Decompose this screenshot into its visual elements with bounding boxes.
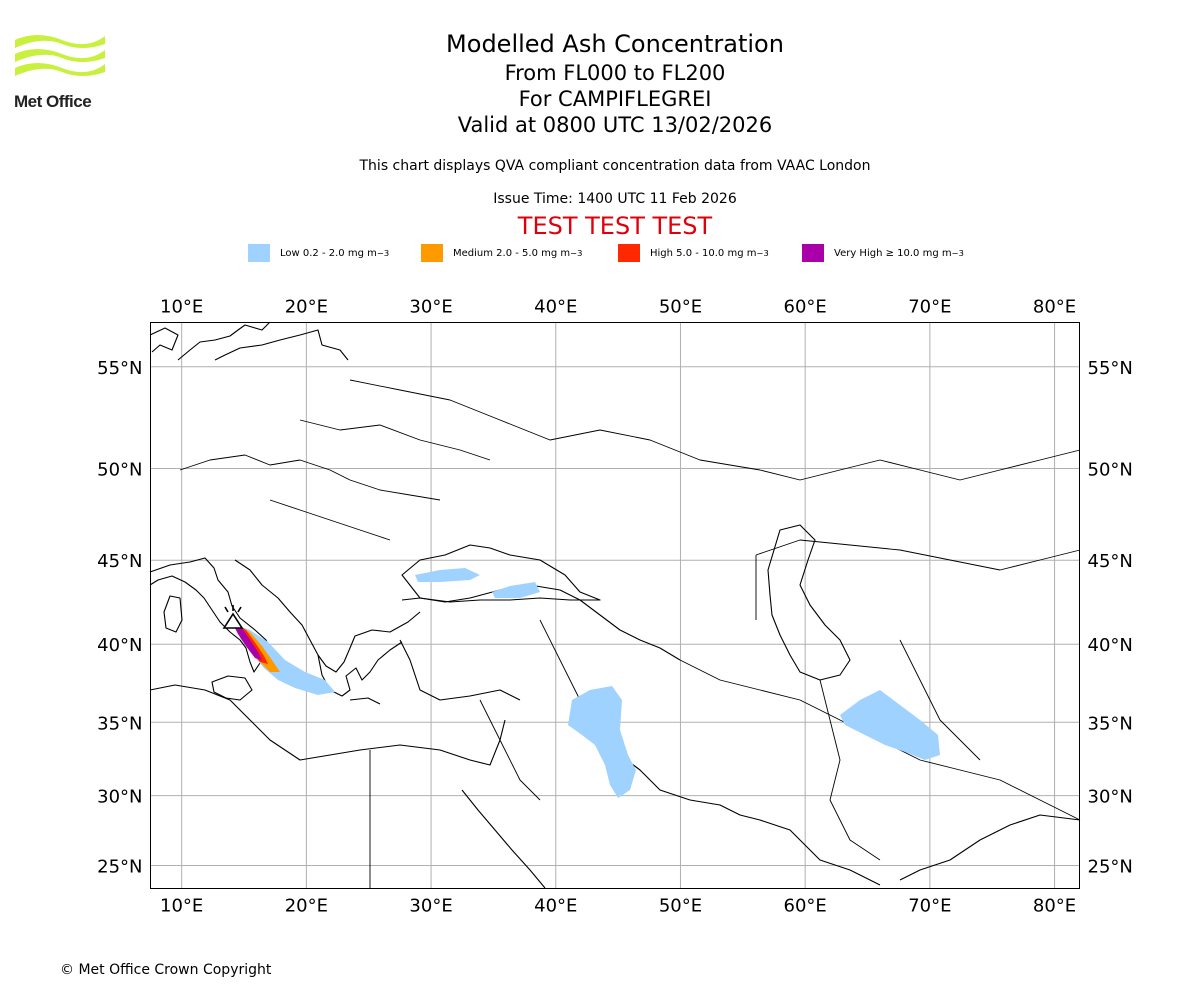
coastline-persian-gulf bbox=[619, 754, 881, 886]
lon-tick-top-80: 80°E bbox=[1033, 297, 1076, 318]
lon-tick-bottom-70: 70°E bbox=[908, 896, 951, 917]
lat-tick-right-55: 55°N bbox=[1088, 358, 1133, 379]
coastline-greece bbox=[317, 641, 403, 705]
coastline-sardinia bbox=[163, 595, 183, 633]
coastline-turkey bbox=[399, 584, 681, 701]
lat-tick-left-45: 45°N bbox=[97, 551, 142, 572]
legend-swatch-high bbox=[618, 244, 640, 262]
coastline-caspian bbox=[767, 524, 851, 681]
lat-tick-left-30: 30°N bbox=[97, 787, 142, 808]
lon-tick-bottom-30: 30°E bbox=[409, 896, 452, 917]
ash-plumes bbox=[232, 568, 940, 798]
lat-tick-right-50: 50°N bbox=[1088, 460, 1133, 481]
lat-tick-left-35: 35°N bbox=[97, 713, 142, 734]
coastline-northern-europe bbox=[149, 321, 271, 361]
legend-label-low: Low 0.2 - 2.0 mg m bbox=[280, 247, 377, 259]
legend-unit-exp: −3 bbox=[951, 248, 964, 258]
legend-swatch-very-high bbox=[802, 244, 824, 262]
border-lines bbox=[179, 379, 1081, 888]
lat-tick-left-40: 40°N bbox=[97, 635, 142, 656]
lat-tick-right-30: 30°N bbox=[1088, 787, 1133, 808]
legend-label-very-high: Very High ≥ 10.0 mg m bbox=[834, 247, 952, 259]
coastline-north-africa bbox=[149, 684, 506, 766]
qva-note: This chart displays QVA compliant concen… bbox=[359, 158, 871, 174]
lat-tick-left-55: 55°N bbox=[97, 358, 142, 379]
test-banner: TEST TEST TEST bbox=[517, 212, 713, 240]
ash-very-high-italy bbox=[232, 622, 262, 660]
coastlines-borders bbox=[149, 321, 1081, 889]
subtitle-levels: From FL000 to FL200 bbox=[504, 61, 726, 85]
logo-text: Met Office bbox=[14, 92, 92, 111]
coastline-sicily bbox=[211, 675, 253, 701]
issue-time: Issue Time: 1400 UTC 11 Feb 2026 bbox=[493, 191, 737, 207]
ash-high-italy bbox=[234, 622, 268, 664]
lon-tick-bottom-40: 40°E bbox=[534, 896, 577, 917]
volcano-icon bbox=[222, 605, 244, 629]
ash-low-black-sea bbox=[415, 568, 480, 582]
lon-tick-top-30: 30°E bbox=[409, 297, 452, 318]
coastline-baltic bbox=[214, 329, 349, 361]
title-block: Modelled Ash Concentration From FL000 to… bbox=[0, 28, 1200, 138]
legend-unit-exp: −3 bbox=[570, 248, 583, 258]
lon-tick-top-50: 50°E bbox=[659, 297, 702, 318]
legend-swatch-low bbox=[248, 244, 270, 262]
coastline-balkans bbox=[234, 559, 421, 673]
lat-tick-right-25: 25°N bbox=[1088, 856, 1133, 877]
legend-item-medium: Medium 2.0 - 5.0 mg m −3 bbox=[421, 243, 582, 263]
coastline-italy bbox=[149, 557, 273, 673]
ash-medium-italy bbox=[236, 624, 280, 672]
lon-tick-top-10: 10°E bbox=[160, 297, 203, 318]
subtitle-valid: Valid at 0800 UTC 13/02/2026 bbox=[457, 113, 773, 137]
legend-item-high: High 5.0 - 10.0 mg m −3 bbox=[618, 243, 769, 263]
lon-tick-top-40: 40°E bbox=[534, 297, 577, 318]
legend-swatch-medium bbox=[421, 244, 443, 262]
map-gridlines bbox=[150, 322, 1080, 889]
lon-tick-top-70: 70°E bbox=[908, 297, 951, 318]
legend-unit-exp: −3 bbox=[376, 248, 390, 258]
lon-tick-bottom-50: 50°E bbox=[659, 896, 702, 917]
ash-low-iraq bbox=[568, 686, 636, 798]
lon-tick-bottom-80: 80°E bbox=[1033, 896, 1076, 917]
ash-low-italy bbox=[236, 625, 335, 695]
legend-item-very-high: Very High ≥ 10.0 mg m −3 bbox=[802, 243, 964, 263]
map-frame bbox=[150, 322, 1080, 889]
ash-low-afghanistan bbox=[840, 690, 940, 760]
axis-ticks: 10°E 10°E 20°E 20°E 30°E 30°E 40°E 40°E 50°E 50°E… bbox=[97, 297, 1133, 917]
legend-label-high: High 5.0 - 10.0 mg m bbox=[650, 247, 757, 259]
lon-tick-bottom-10: 10°E bbox=[160, 896, 203, 917]
lat-tick-right-40: 40°N bbox=[1088, 635, 1133, 656]
subtitle-volcano: For CAMPIFLEGREI bbox=[518, 87, 712, 111]
met-office-logo-icon bbox=[15, 35, 105, 76]
lon-tick-bottom-20: 20°E bbox=[285, 896, 328, 917]
lat-tick-left-25: 25°N bbox=[97, 856, 142, 877]
legend-label-medium: Medium 2.0 - 5.0 mg m bbox=[453, 247, 571, 259]
lat-tick-right-45: 45°N bbox=[1088, 551, 1133, 572]
copyright-text: © Met Office Crown Copyright bbox=[60, 962, 272, 978]
lon-tick-bottom-60: 60°E bbox=[784, 896, 827, 917]
legend-item-low: Low 0.2 - 2.0 mg m −3 bbox=[248, 243, 389, 263]
lat-tick-left-50: 50°N bbox=[97, 460, 142, 481]
chart-title: Modelled Ash Concentration bbox=[446, 30, 784, 58]
lon-tick-top-60: 60°E bbox=[784, 297, 827, 318]
lon-tick-top-20: 20°E bbox=[285, 297, 328, 318]
coastline-red-sea bbox=[461, 789, 546, 889]
lat-tick-right-35: 35°N bbox=[1088, 713, 1133, 734]
ash-low-black-sea-east bbox=[492, 582, 540, 598]
coastline-black-sea bbox=[401, 544, 601, 603]
legend-unit-exp: −3 bbox=[756, 248, 769, 258]
coastline-arabian-sea bbox=[899, 814, 1081, 881]
